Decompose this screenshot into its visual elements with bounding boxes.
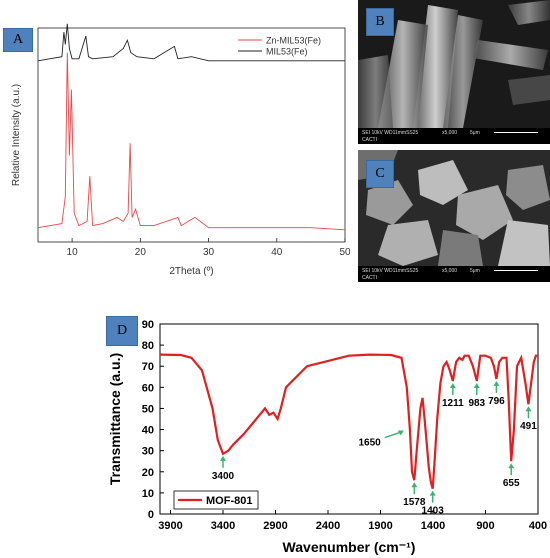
sem-info-text-c: SEI 10kV WD11mmSS25 [362,268,419,274]
ftir-annot-arrowhead-1578 [411,482,418,488]
ftir-x-tick-label-900: 900 [476,520,494,532]
panel-label-d: D [106,316,138,346]
xrd-x-tick-label-50: 50 [339,247,350,258]
ftir-annot-label-3400: 3400 [212,471,235,482]
ftir-x-tick-label-3900: 3900 [158,520,182,532]
ftir-x-tick-label-1400: 1400 [421,520,445,532]
xrd-plot-area: 10 20 30 40 50 2Theta (º) Relative Intensity (… [11,23,350,277]
ftir-series-line [159,353,538,489]
ftir-annot-label-491: 491 [520,421,537,432]
ftir-annot-label-1650: 1650 [359,438,382,449]
ftir-y-tick-label-30: 30 [142,446,154,458]
ftir-x-tick-label-1900: 1900 [368,520,392,532]
ftir-annot-arrowhead-1211 [449,383,456,388]
ftir-y-tick-label-50: 50 [142,403,154,415]
xrd-x-tick-label-10: 10 [67,247,79,258]
ftir-y-tick-label-20: 20 [142,467,154,479]
ftir-annot-label-1578: 1578 [403,497,426,508]
sem-scale-bar-b [494,132,538,133]
ftir-y-tick-label-70: 70 [142,361,154,373]
sem-info-text-b: SEI 10kV WD11mmSS25 [362,130,419,136]
ftir-y-tick-label-40: 40 [142,425,154,437]
ftir-annot-arrowhead-1403 [429,490,436,496]
sem-info-bar-c: SEI 10kV WD11mmSS25 x5,000 5μm CACTI [358,266,550,282]
panel-label-a: A [3,28,33,52]
ftir-annot-label-983: 983 [468,398,485,409]
xrd-x-tick-label-30: 30 [203,247,215,258]
ftir-legend-label: MOF-801 [206,495,252,507]
ftir-y-tick-label-10: 10 [142,488,154,500]
sem-mag-text-b: x5,000 [442,130,458,136]
sem-scale-text-c: 5μm [470,268,480,274]
ftir-y-tick-label-90: 90 [142,319,154,331]
ftir-y-tick-label-60: 60 [142,382,154,394]
ftir-annot-arrowhead-796 [493,380,500,386]
sem-info-bar-b: SEI 10kV WD11mmSS25 x5,000 5μm CACTI [358,128,550,144]
ftir-x-tick-label-2900: 2900 [263,520,287,532]
ftir-annot-arrowhead-1650 [397,430,404,436]
sem-image-c: SEI 10kV WD11mmSS25 x5,000 5μm CACTI [358,150,550,282]
xrd-y-axis-label: Relative Intensity (a.u.) [11,84,22,186]
sem-org-text-b: CACTI [362,137,377,143]
sem-scale-text-b: 5μm [470,130,480,136]
xrd-legend-label-1: MIL53(Fe) [266,47,308,57]
xrd-series-line-0 [37,52,346,231]
ftir-plot-frame [159,323,539,515]
ftir-legend-box [173,490,259,510]
ftir-x-axis-label: Wavenumber (cm⁻¹) [283,539,416,555]
sem-org-text-c: CACTI [362,275,377,281]
xrd-chart: 10 20 30 40 50 2Theta (º) Relative Intensity (… [11,23,350,277]
ftir-x-tick-label-2400: 2400 [316,520,340,532]
ftir-plot-area: 0 10 20 30 40 50 60 70 80 90 3900 3400 2900 2400 1900 1… [107,319,547,555]
xrd-x-tick-label-40: 40 [271,247,283,258]
panel-label-b: B [366,8,394,36]
sem-mag-text-c: x5,000 [442,268,458,274]
ftir-annot-label-655: 655 [503,478,520,489]
xrd-legend-label-0: Zn-MIL53(Fe) [266,36,321,46]
xrd-x-tick-label-20: 20 [135,247,147,258]
sem-scale-bar-c [494,270,538,271]
xrd-plot-frame [37,27,346,243]
ftir-annot-label-1211: 1211 [442,398,464,409]
ftir-x-tick-label-3400: 3400 [211,520,235,532]
ftir-annot-label-1403: 1403 [422,506,445,517]
xrd-series-line-1 [37,23,345,62]
ftir-y-axis-label: Transmittance (a.u.) [107,353,123,485]
ftir-annot-arrowhead-983 [473,383,480,388]
ftir-y-tick-label-80: 80 [142,340,154,352]
xrd-x-axis-label: 2Theta (º) [169,266,213,277]
ftir-y-tick-label-0: 0 [148,509,154,521]
ftir-annot-arrowhead-655 [508,463,515,469]
ftir-annot-label-796: 796 [488,396,505,407]
ftir-chart: 0 10 20 30 40 50 60 70 80 90 3900 3400 2900 2400 1900 1… [107,319,547,555]
ftir-annot-arrowhead-3400 [220,455,226,461]
ftir-x-tick-label-400: 400 [529,520,547,532]
panel-label-c: C [366,160,394,188]
ftir-annot-arrowhead-491 [525,406,532,412]
